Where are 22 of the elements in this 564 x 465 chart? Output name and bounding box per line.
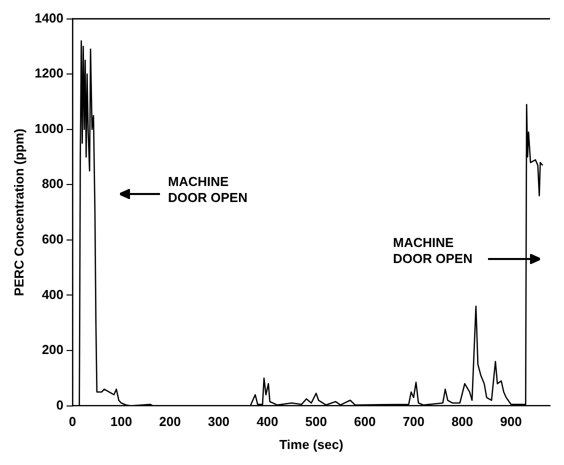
y-tick-label: 1200 <box>34 66 64 81</box>
x-tick-label: 800 <box>451 414 474 430</box>
y-tick-label: 800 <box>42 176 64 192</box>
y-tick-label: 1400 <box>34 10 64 26</box>
x-tick-label: 0 <box>68 414 76 430</box>
y-tick-label: 0 <box>56 397 64 412</box>
x-tick-label: 500 <box>305 414 327 430</box>
x-tick-label: 200 <box>159 414 181 430</box>
y-axis-title: PERC Concentration (ppm) <box>11 128 26 296</box>
annotation: MACHINE DOOR OPEN <box>168 174 248 206</box>
x-tick-label: 900 <box>500 414 522 430</box>
x-axis-title: Time (sec) <box>279 436 344 452</box>
y-tick-label: 1000 <box>34 120 64 136</box>
y-tick-label: 400 <box>42 286 64 302</box>
x-tick-label: 400 <box>256 414 278 430</box>
x-tick-label: 300 <box>208 414 230 430</box>
x-tick-label: 100 <box>110 414 132 430</box>
y-tick-label: 600 <box>42 232 64 247</box>
x-tick-label: 600 <box>354 414 376 430</box>
x-tick-label: 700 <box>402 414 424 430</box>
annotation: MACHINE DOOR OPEN <box>393 235 474 267</box>
y-tick-label: 200 <box>42 342 64 358</box>
